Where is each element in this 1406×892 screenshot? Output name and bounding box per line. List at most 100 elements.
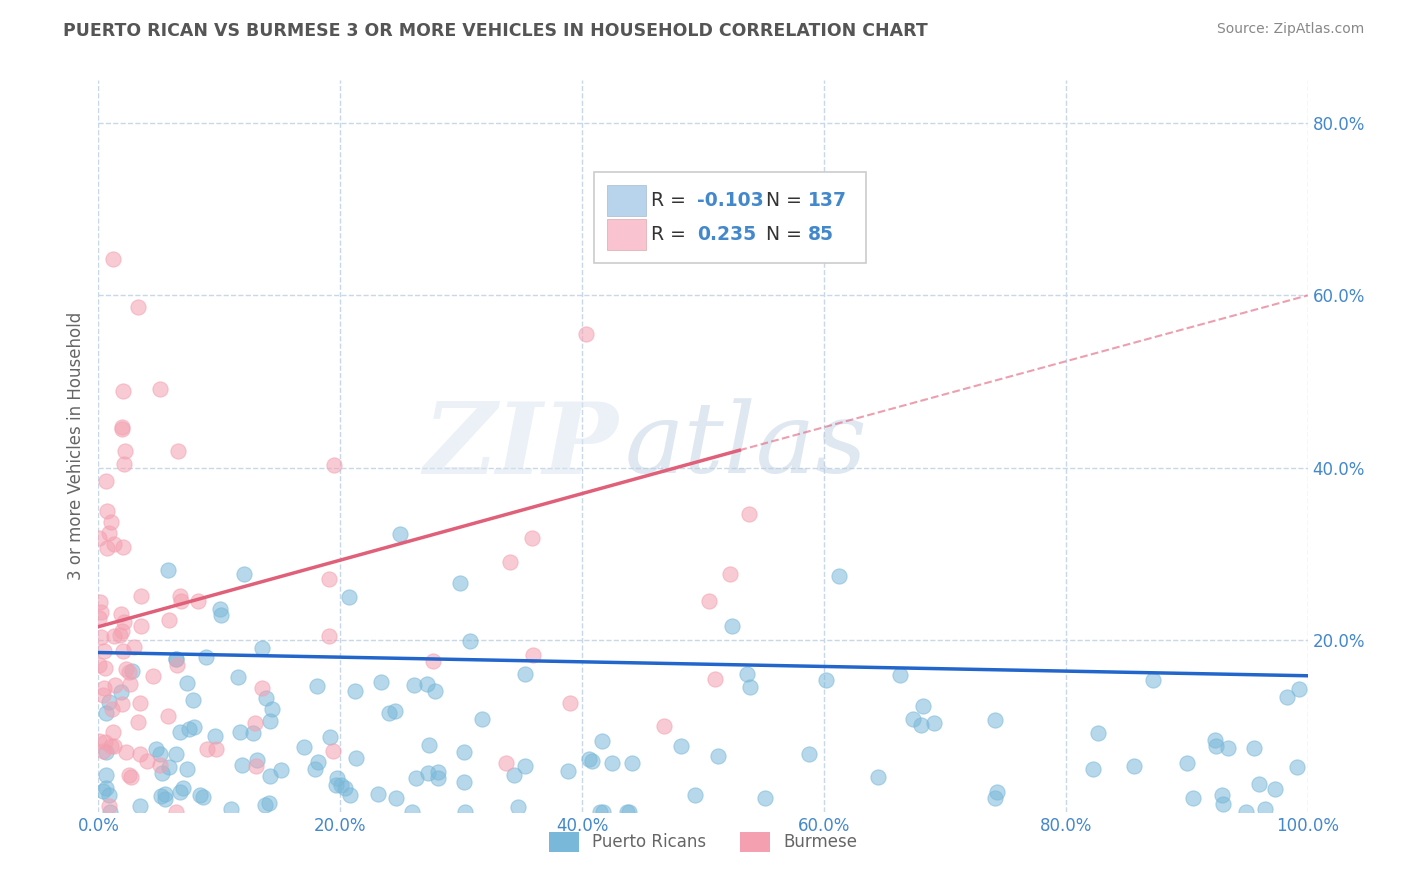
Point xyxy=(90,630,112,644)
Point xyxy=(205,742,228,756)
Point xyxy=(110,628,132,642)
Point xyxy=(155,792,177,806)
Point xyxy=(259,768,281,782)
Point xyxy=(231,757,253,772)
Point xyxy=(720,619,742,633)
Point xyxy=(344,751,367,765)
Point xyxy=(292,739,315,754)
Point xyxy=(983,791,1005,805)
Point xyxy=(815,673,838,688)
Point xyxy=(1081,762,1104,776)
Point xyxy=(104,678,127,692)
Point xyxy=(503,768,526,782)
Point xyxy=(187,593,209,607)
Point xyxy=(404,677,426,691)
Point xyxy=(165,652,187,666)
Point xyxy=(149,382,172,396)
Point xyxy=(307,755,329,769)
Point xyxy=(129,619,152,633)
Point xyxy=(254,690,277,705)
Point xyxy=(114,443,136,458)
Point xyxy=(103,537,125,551)
Point xyxy=(93,681,115,695)
Point xyxy=(1254,802,1277,816)
Point xyxy=(322,458,344,472)
Point xyxy=(243,716,266,731)
Point xyxy=(176,762,198,776)
Point xyxy=(305,679,328,693)
Point xyxy=(103,252,125,267)
Text: 0.235: 0.235 xyxy=(697,225,756,244)
Point xyxy=(1288,682,1310,697)
Point xyxy=(557,764,579,778)
Point xyxy=(87,734,110,748)
Point xyxy=(111,624,134,638)
Point xyxy=(515,759,537,773)
Point xyxy=(318,730,340,744)
Point xyxy=(94,745,117,759)
Point xyxy=(112,644,135,658)
Point xyxy=(96,541,118,555)
Point xyxy=(738,507,761,521)
Point xyxy=(388,526,411,541)
Point xyxy=(246,753,269,767)
Point xyxy=(270,764,292,778)
Point xyxy=(112,540,135,554)
Point xyxy=(118,665,141,680)
Point xyxy=(188,788,211,802)
Point xyxy=(1087,726,1109,740)
Point xyxy=(458,633,481,648)
Point xyxy=(1175,756,1198,770)
Point xyxy=(221,802,243,816)
Point xyxy=(922,715,945,730)
Point xyxy=(98,805,121,819)
Point xyxy=(89,657,111,672)
Point xyxy=(98,799,121,814)
Point xyxy=(172,781,194,796)
Legend: Puerto Ricans, Burmese: Puerto Ricans, Burmese xyxy=(543,826,863,858)
FancyBboxPatch shape xyxy=(607,219,647,250)
Point xyxy=(471,712,494,726)
Point xyxy=(416,677,439,691)
Point xyxy=(600,756,623,770)
Point xyxy=(322,744,344,758)
Point xyxy=(683,788,706,802)
Point xyxy=(418,739,440,753)
Point xyxy=(129,589,152,603)
Point xyxy=(157,760,180,774)
Point xyxy=(330,778,353,792)
Point xyxy=(616,805,638,819)
Text: atlas: atlas xyxy=(624,399,868,493)
Point xyxy=(378,706,401,721)
Point xyxy=(170,594,193,608)
Point xyxy=(499,555,522,569)
Point xyxy=(91,688,114,702)
Point xyxy=(128,696,150,710)
Point xyxy=(209,607,232,622)
Point xyxy=(515,666,537,681)
Point xyxy=(94,768,117,782)
Point xyxy=(401,805,423,819)
Point xyxy=(176,676,198,690)
Point xyxy=(453,744,475,758)
Point xyxy=(94,661,117,675)
Text: 85: 85 xyxy=(808,225,834,244)
Point xyxy=(578,752,600,766)
Point xyxy=(166,657,188,672)
Text: N =: N = xyxy=(766,191,808,210)
Point xyxy=(828,569,851,583)
Point xyxy=(262,702,284,716)
Point xyxy=(228,725,250,739)
Point xyxy=(339,789,361,803)
Point xyxy=(983,713,1005,727)
Point xyxy=(250,640,273,655)
Point xyxy=(191,789,214,804)
Point xyxy=(115,662,138,676)
Point xyxy=(901,712,924,726)
Point xyxy=(1275,690,1298,705)
Point xyxy=(195,742,218,756)
Point xyxy=(370,675,392,690)
Point xyxy=(454,805,477,819)
Point xyxy=(318,573,340,587)
Point xyxy=(233,566,256,581)
